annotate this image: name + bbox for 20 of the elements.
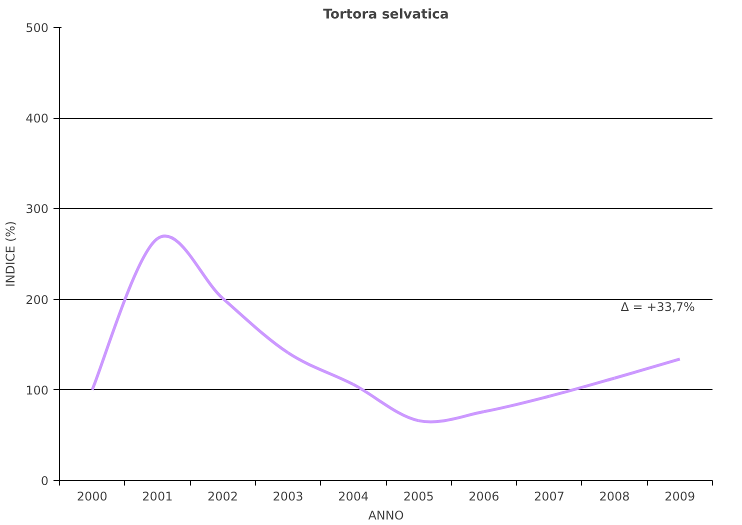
annotation: Δ = +33,7%	[620, 300, 695, 314]
x-tick-label: 2009	[664, 490, 696, 504]
y-tick-label: 500	[26, 21, 48, 35]
y-axis-title: INDICE (%)	[4, 221, 18, 287]
x-axis-title: ANNO	[368, 508, 404, 522]
x-tick-label: 2008	[599, 490, 630, 504]
x-tick-label: 2004	[338, 490, 369, 504]
x-tick-label: 2006	[468, 490, 500, 504]
x-tick-label: 2000	[76, 490, 108, 504]
y-tick-label: 100	[26, 383, 48, 398]
y-tick-label: 400	[26, 112, 48, 126]
y-tick-label: 0	[40, 474, 49, 488]
chart-title: Tortora selvatica	[323, 8, 449, 22]
y-tick-label: 200	[26, 292, 48, 307]
x-tick-label: 2001	[142, 490, 173, 504]
x-tick-label: 2003	[272, 490, 304, 504]
y-tick-label: 300	[26, 202, 48, 216]
x-tick-label: 2002	[207, 490, 238, 504]
x-tick-label: 2007	[534, 490, 565, 504]
x-tick-label: 2005	[403, 490, 434, 504]
